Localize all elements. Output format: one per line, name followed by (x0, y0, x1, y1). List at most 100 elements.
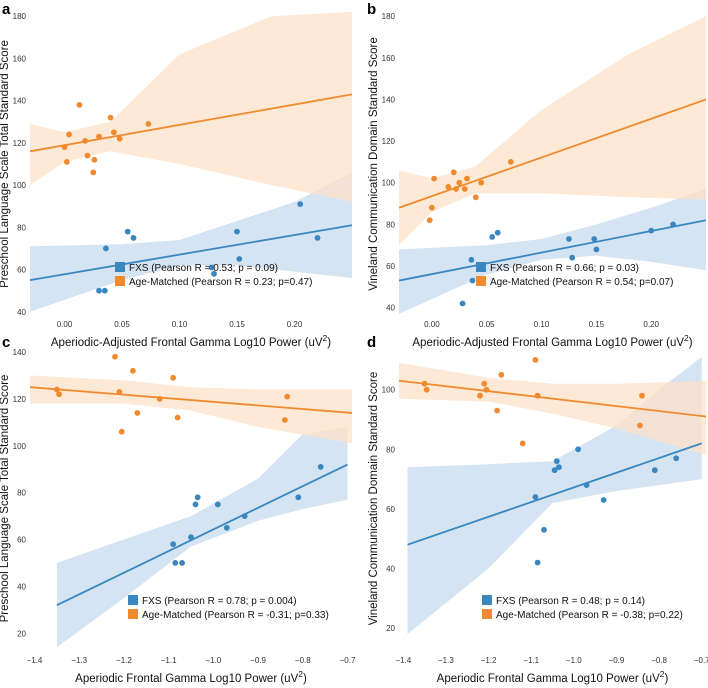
x-axis-label: Aperiodic-Adjusted Frontal Gamma Log10 P… (412, 333, 692, 349)
legend-swatch-fxs (476, 262, 486, 272)
data-point-fxs (96, 287, 102, 294)
x-axis-label-end: ) (689, 337, 693, 349)
data-point-fxs (208, 264, 215, 271)
y-tick-label: 120 (13, 395, 27, 404)
data-point-age-matched (76, 102, 83, 108)
data-point-age-matched (532, 357, 539, 363)
x-axis-label-main: Aperiodic-Adjusted Frontal Gamma Log10 P… (412, 337, 684, 349)
data-point-age-matched (130, 367, 136, 374)
x-tick-label: −1.2 (116, 656, 132, 665)
data-point-age-matched (53, 386, 60, 393)
y-axis-label: Vineland Communication Domain Standard S… (368, 37, 380, 291)
plot-area (399, 356, 706, 635)
y-axis-label: Preschool Language Scale Total Standard … (0, 40, 11, 288)
x-axis-label-superscript: 2 (323, 333, 328, 343)
y-tick-label: 60 (17, 266, 26, 275)
data-point-age-matched (498, 371, 505, 378)
data-point-age-matched (107, 114, 114, 121)
data-point-fxs (541, 526, 547, 533)
data-point-age-matched (478, 179, 485, 186)
data-point-fxs (673, 455, 680, 462)
plot-area (30, 353, 352, 648)
x-tick-label: 0.15 (229, 320, 245, 329)
x-tick-label: 0.05 (114, 320, 130, 329)
regression-line-fxs (399, 219, 706, 282)
data-point-age-matched (116, 135, 123, 142)
confidence-band-fxs (399, 189, 706, 314)
data-point-age-matched (477, 392, 483, 399)
data-point-age-matched (90, 169, 97, 176)
data-point-fxs (566, 236, 572, 242)
x-tick-label: −0.9 (609, 656, 625, 665)
x-axis-label-superscript: 2 (660, 669, 665, 679)
data-point-fxs (553, 458, 560, 465)
data-point-fxs (551, 467, 558, 474)
y-tick-label: 160 (382, 54, 396, 63)
x-axis-label-end: ) (664, 673, 668, 685)
data-point-age-matched (84, 152, 91, 159)
data-point-fxs (170, 541, 177, 548)
y-tick-label: 40 (17, 582, 26, 591)
legend: FXS (Pearson R = 0.66; p = 0.03) Age-Matc… (476, 262, 673, 288)
y-tick-label: 100 (382, 386, 396, 395)
legend-entry-fxs: FXS (Pearson R = 0.48; p = 0.14) (496, 596, 645, 607)
data-point-fxs (223, 524, 230, 531)
x-axis-label-superscript: 2 (298, 669, 303, 679)
x-axis-label-main: Aperiodic Frontal Gamma Log10 Power (uV (437, 673, 660, 685)
data-point-age-matched (494, 407, 500, 414)
x-tick-label: −1.0 (205, 656, 221, 665)
data-point-fxs (534, 559, 541, 566)
y-tick-label: 80 (386, 445, 395, 454)
x-tick-label: −0.9 (250, 656, 266, 665)
x-tick-label: −1.0 (566, 656, 582, 665)
confidence-band-age-matched (30, 12, 352, 202)
data-point-age-matched (426, 217, 433, 224)
panel-c: 20 40 60 80 100 120 140 −1.4 −1.3 −1.2 −1.1 −1.0 −0.… (0, 334, 356, 685)
data-point-age-matched (96, 133, 102, 140)
x-tick-label: −1.3 (438, 656, 454, 665)
y-tick-label: 120 (13, 139, 27, 148)
data-point-fxs (556, 464, 562, 471)
panel-b: 40 60 80 100 120 140 160 180 0.00 0.05 0.10 0.15 0.2… (367, 1, 706, 349)
y-tick-label: 140 (13, 97, 27, 106)
data-point-age-matched (82, 137, 89, 144)
legend-swatch-fxs (482, 595, 492, 605)
confidence-band-age-matched (399, 16, 706, 246)
x-tick-label: 0.20 (643, 320, 659, 329)
legend-entry-fxs: FXS (Pearson R = 0.53; p = 0.09) (129, 263, 278, 274)
data-point-age-matched (112, 353, 118, 360)
data-point-age-matched (464, 175, 470, 182)
data-point-age-matched (56, 391, 62, 398)
y-tick-label: 100 (13, 181, 27, 190)
x-tick-label: −0.7 (340, 656, 356, 665)
x-tick-label: 0.05 (479, 320, 495, 329)
legend-entry-fxs: FXS (Pearson R = 0.66; p = 0.03) (490, 263, 639, 274)
y-tick-label: 80 (17, 489, 26, 498)
y-axis-label: Preschool Language Scale Total Standard … (0, 375, 11, 623)
data-point-age-matched (456, 179, 463, 186)
panel-d: 20 40 60 80 100 −1.4 −1.3 −1.2 −1.1 −1.0 −0.9 −0.8 −… (367, 334, 708, 685)
y-axis-label: Vineland Communication Domain Standard S… (368, 372, 380, 626)
data-point-age-matched (134, 410, 141, 416)
data-point-age-matched (156, 396, 163, 402)
data-point-age-matched (534, 392, 541, 399)
x-tick-label: 0.20 (287, 320, 303, 329)
data-point-age-matched (63, 159, 70, 165)
data-point-age-matched (483, 386, 490, 393)
legend-swatch-age-matched (128, 609, 138, 619)
y-tick-label: 140 (13, 348, 27, 357)
x-axis-label-end: ) (327, 337, 331, 349)
panel-label: a (2, 1, 11, 18)
y-tick-label: 40 (386, 565, 395, 574)
data-point-fxs (103, 245, 109, 252)
plot-area (30, 12, 352, 312)
x-tick-label: 0.10 (534, 320, 550, 329)
regression-line-age-matched (399, 98, 706, 209)
x-axis-label: Aperiodic Frontal Gamma Log10 Power (uV2… (437, 669, 669, 685)
data-point-age-matched (423, 386, 430, 393)
y-tick-label: 60 (386, 505, 395, 514)
y-tick-label: 180 (382, 12, 396, 21)
legend: FXS (Pearson R = 0.53; p = 0.09) Age-Matc… (115, 262, 312, 288)
data-point-age-matched (472, 194, 479, 201)
data-point-fxs (101, 287, 108, 294)
